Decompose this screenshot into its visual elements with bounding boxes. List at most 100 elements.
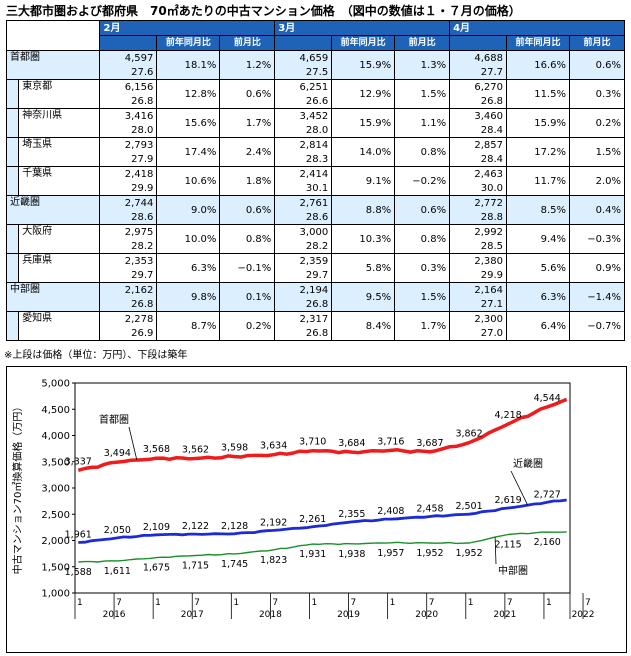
age-value: 28.0 [274, 123, 333, 138]
price-value: 2,744 [99, 195, 158, 210]
age-value: 26.8 [274, 297, 333, 312]
table-row: 神奈川県 3,416 15.6% 1.7% 3,452 15.9% 1.1% 3,460 15.… [5, 108, 626, 138]
x-month-label: 7 [429, 598, 435, 608]
yoy-value: 15.6% [156, 108, 221, 138]
data-label: 2,619 [495, 495, 522, 506]
table-row: 愛知県 2,278 8.7% 0.2% 2,317 8.4% 1.7% 2,300 6.4% −0… [5, 311, 626, 341]
age-value: 26.8 [449, 94, 507, 109]
yoy-value: 6.3% [156, 253, 221, 283]
mom-value: 0.8% [394, 224, 451, 254]
table-row: 兵庫県 2,353 6.3% −0.1% 2,359 5.8% 0.3% 2,380 5.6% 0… [5, 253, 626, 283]
x-year-label: 2018 [259, 610, 282, 620]
age-value: 30.1 [274, 181, 333, 196]
price-value: 2,162 [99, 282, 158, 297]
price-value: 2,418 [99, 166, 158, 181]
yoy-value: 10.6% [156, 166, 221, 196]
header-blank [99, 35, 158, 51]
yoy-value: 9.8% [156, 282, 221, 312]
yoy-value: 15.9% [331, 108, 396, 138]
y-tick-label: 2,500 [41, 510, 70, 521]
x-month-label: 7 [272, 598, 278, 608]
table-row: 埼玉県 2,793 17.4% 2.4% 2,814 14.0% 0.8% 2,857 17.2… [5, 137, 626, 167]
x-month-label: 1 [546, 598, 552, 608]
y-tick-label: 3,000 [41, 484, 70, 495]
data-label: 2,408 [377, 506, 404, 517]
mom-value: 0.4% [568, 195, 626, 225]
mom-value: 0.3% [568, 79, 626, 109]
header-blank [449, 35, 507, 51]
x-year-label: 2021 [493, 610, 516, 620]
yoy-value: 10.3% [331, 224, 396, 254]
age-value: 27.5 [274, 65, 333, 80]
age-value: 28.3 [274, 152, 333, 167]
x-month-label: 7 [507, 598, 513, 608]
yoy-value: 18.1% [156, 50, 221, 80]
price-value: 2,317 [274, 311, 333, 326]
age-value: 29.9 [99, 181, 158, 196]
yoy-value: 12.9% [331, 79, 396, 109]
x-month-label: 7 [351, 598, 357, 608]
data-label: 3,684 [338, 438, 365, 449]
x-month-label: 7 [194, 598, 200, 608]
area-name: 近畿圏 [5, 195, 101, 225]
y-tick-label: 1,500 [41, 562, 70, 573]
price-value: 2,300 [449, 311, 507, 326]
price-value: 4,597 [99, 50, 158, 65]
mom-value: 1.1% [394, 108, 451, 138]
price-value: 6,251 [274, 79, 333, 94]
yoy-value: 15.9% [505, 108, 570, 138]
table-row: 26.9 26.8 27.0 [7, 326, 625, 341]
leader-line [494, 537, 497, 565]
yoy-value: 8.5% [505, 195, 570, 225]
age-value: 26.8 [274, 326, 333, 341]
y-tick-label: 1,000 [41, 589, 70, 600]
age-value: 29.7 [274, 268, 333, 283]
price-value: 2,857 [449, 137, 507, 152]
data-label: 1,588 [65, 567, 92, 578]
data-label: 3,716 [377, 436, 404, 447]
mom-value: 1.7% [219, 108, 276, 138]
table-row: 29.9 30.1 30.0 [7, 181, 625, 196]
table-row: 28.0 28.0 28.4 [7, 123, 625, 138]
area-name: 兵庫県 [18, 253, 101, 283]
yoy-value: 9.5% [331, 282, 396, 312]
age-value: 28.4 [449, 123, 507, 138]
data-label: 2,727 [534, 489, 561, 500]
x-month-label: 1 [155, 598, 161, 608]
price-value: 2,353 [99, 253, 158, 268]
area-name: 愛知県 [18, 311, 101, 341]
price-value: 2,194 [274, 282, 333, 297]
series-name-label: 近畿圏 [513, 457, 543, 470]
data-label: 2,050 [104, 525, 131, 536]
yoy-value: 16.6% [505, 50, 570, 80]
data-label: 1,952 [416, 548, 443, 559]
indent-cell [5, 253, 20, 283]
mom-value: 1.5% [568, 137, 626, 167]
price-value: 3,452 [274, 108, 333, 123]
x-year-label: 2016 [103, 610, 126, 620]
data-label: 2,501 [455, 501, 482, 512]
age-value: 28.6 [274, 210, 333, 225]
data-label: 3,710 [299, 437, 326, 448]
age-value: 26.9 [99, 326, 158, 341]
data-label: 2,192 [260, 517, 287, 528]
yoy-header: 前年同月比 [156, 35, 221, 51]
price-value: 2,992 [449, 224, 507, 239]
yoy-value: 17.2% [505, 137, 570, 167]
table-row: 28.6 28.6 28.8 [7, 210, 625, 225]
x-month-label: 1 [233, 598, 239, 608]
indent-cell [5, 166, 20, 196]
mom-value: 1.7% [394, 311, 451, 341]
data-label: 2,160 [534, 537, 561, 548]
series-name-label: 首都圏 [99, 413, 129, 426]
series-line-0 [77, 397, 568, 472]
data-label: 1,611 [104, 566, 131, 577]
y-tick-label: 2,000 [41, 536, 70, 547]
table-row: 26.8 26.6 26.8 [7, 94, 625, 109]
price-value: 3,000 [274, 224, 333, 239]
indent-cell [5, 311, 20, 341]
x-month-label: 1 [468, 598, 474, 608]
series-line-1 [78, 498, 567, 544]
yoy-header: 前年同月比 [505, 35, 570, 51]
mom-value: −0.7% [568, 311, 626, 341]
